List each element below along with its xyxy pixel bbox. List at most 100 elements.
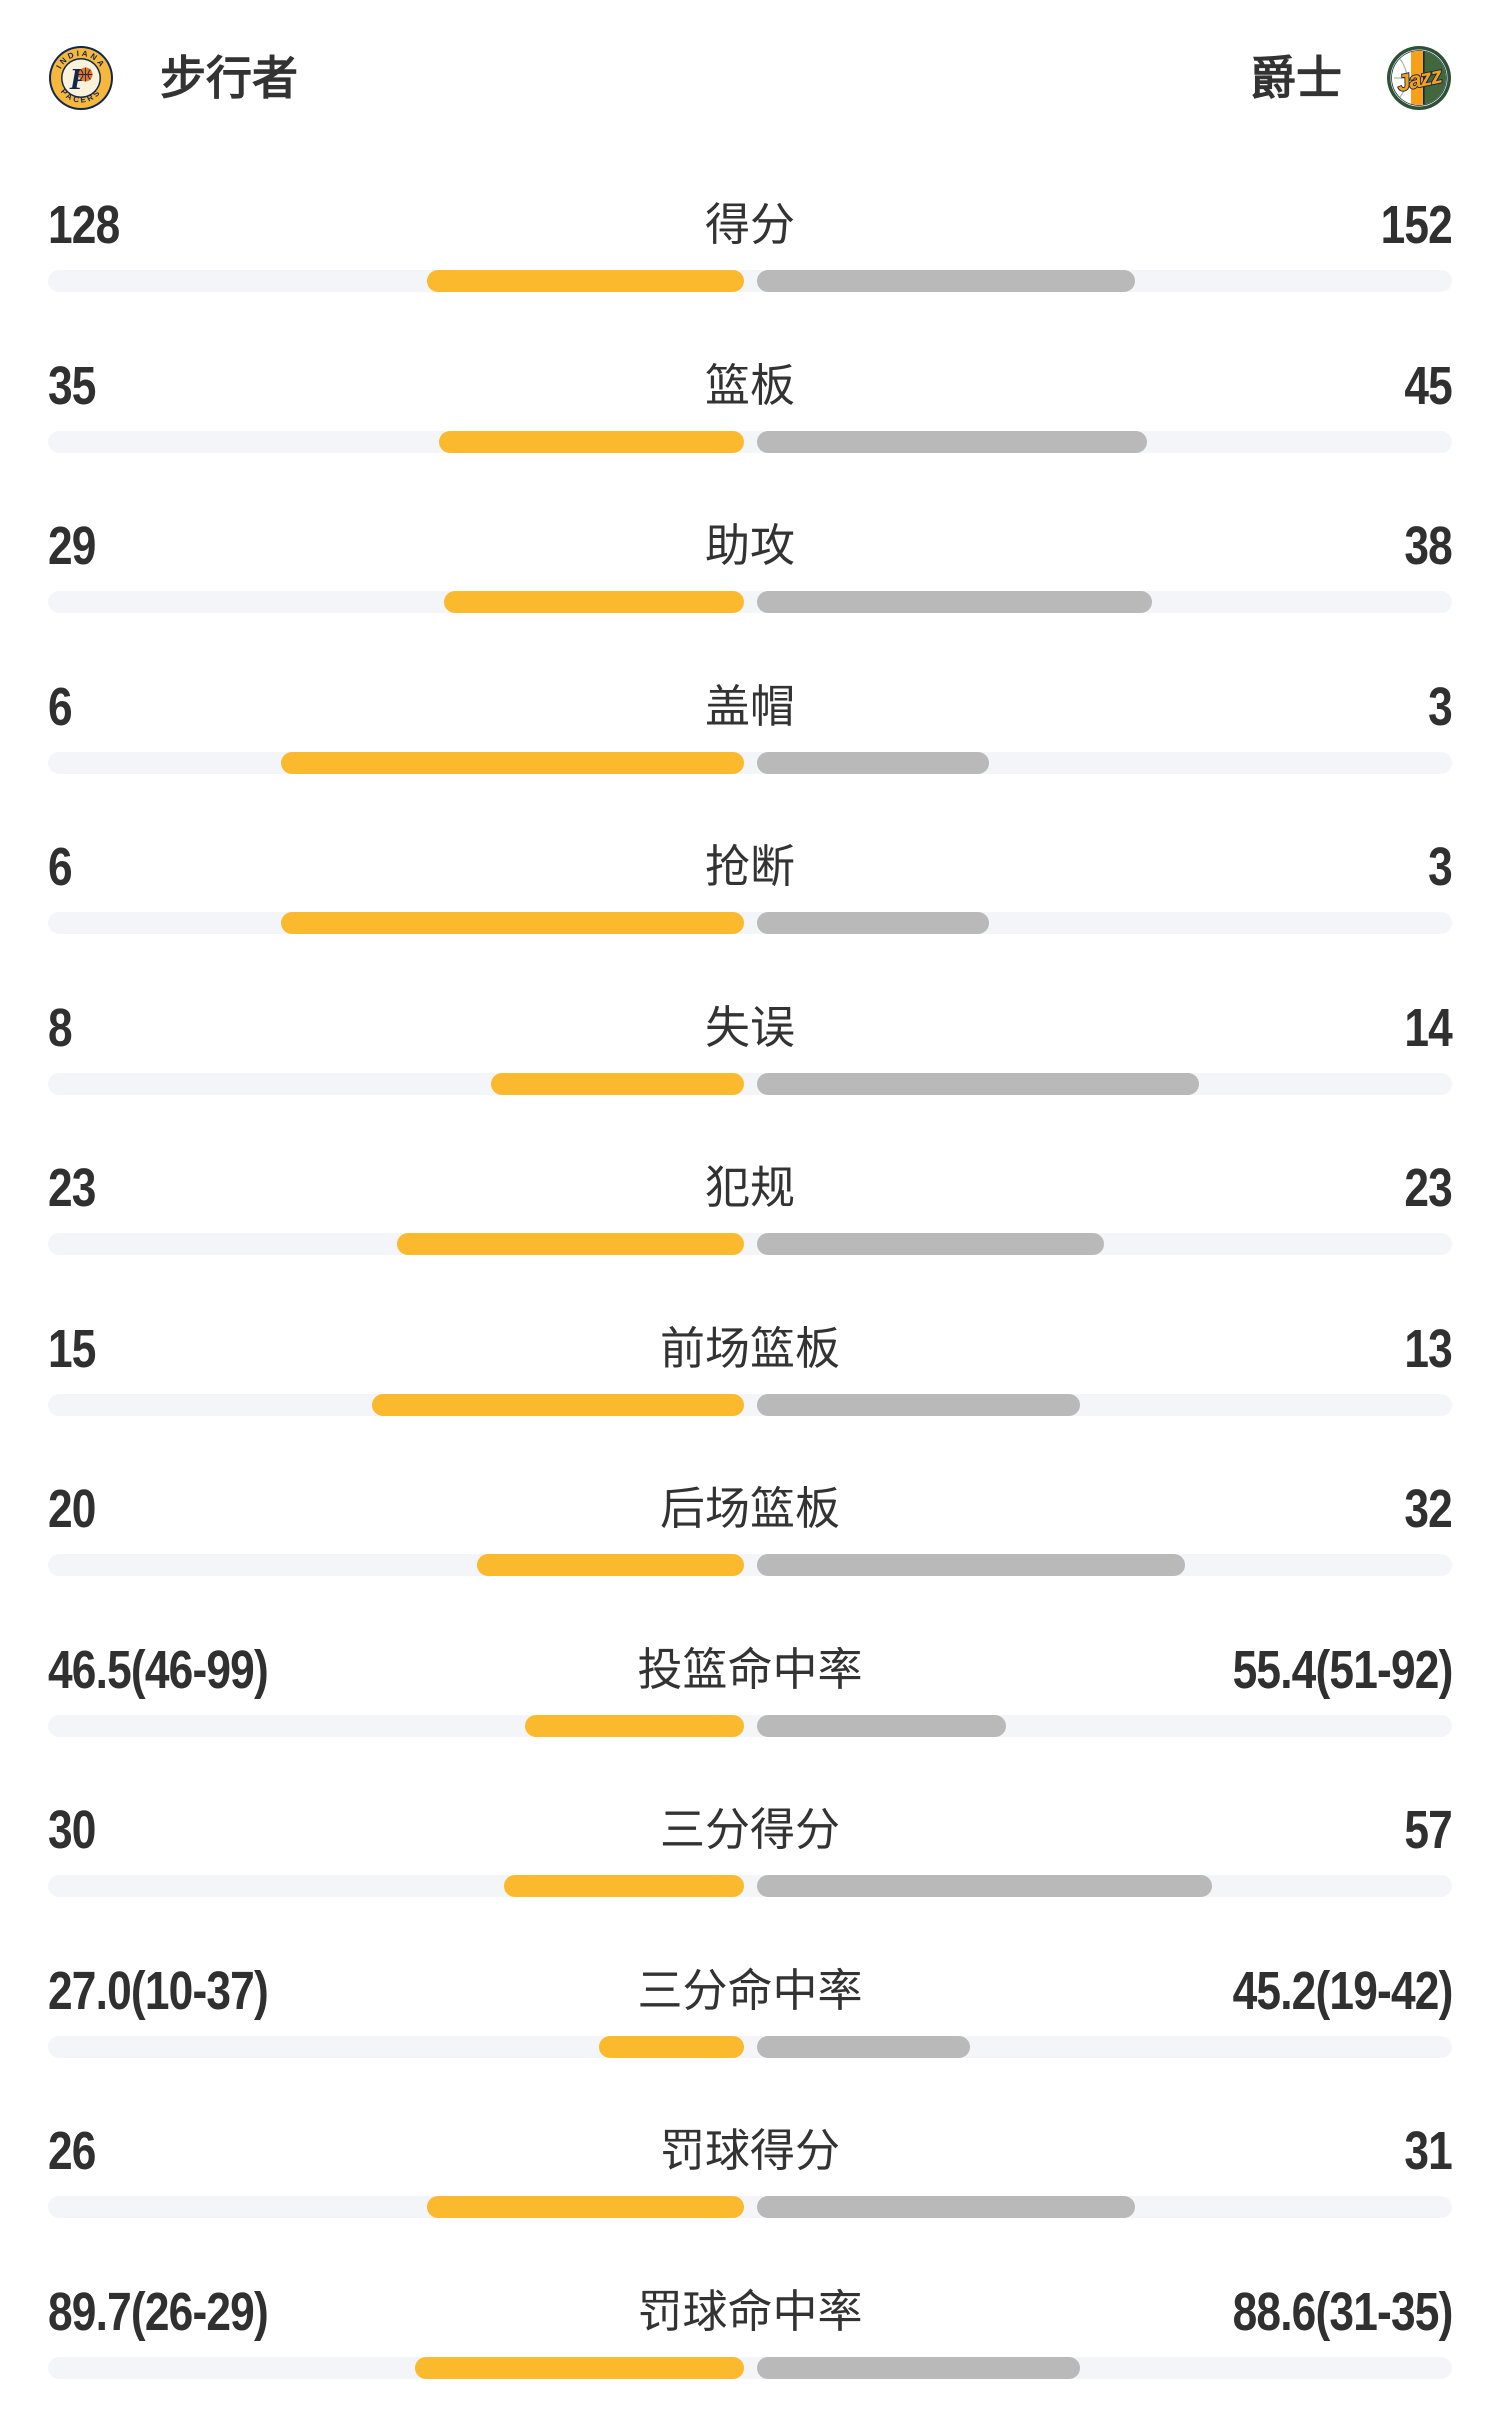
stat-bar-track bbox=[48, 2357, 1452, 2379]
stat-row: 20 后场篮板 32 bbox=[0, 1452, 1500, 1613]
right-team-value: 57 bbox=[950, 1795, 1452, 1865]
right-team-bar bbox=[757, 2036, 970, 2058]
left-team-value: 23 bbox=[48, 1153, 587, 1223]
team-right-name: 爵士 bbox=[1250, 45, 1342, 111]
right-team-bar bbox=[757, 431, 1147, 453]
stat-bar-track bbox=[48, 270, 1452, 292]
stat-row: 29 助攻 38 bbox=[0, 489, 1500, 650]
left-team-value: 35 bbox=[48, 351, 587, 421]
right-team-bar bbox=[757, 1715, 1006, 1737]
left-team-value: 26 bbox=[48, 2116, 550, 2186]
right-team-value: 3 bbox=[913, 832, 1452, 902]
stat-text: 30 三分得分 57 bbox=[0, 1795, 1500, 1865]
right-team-value: 55.4(51-92) bbox=[969, 1635, 1452, 1705]
right-team-value: 3 bbox=[913, 672, 1452, 742]
jazz-logo: Jazz bbox=[1386, 45, 1452, 111]
stat-label: 后场篮板 bbox=[660, 1474, 840, 1544]
left-team-value: 30 bbox=[48, 1795, 550, 1865]
right-team-bar bbox=[757, 2196, 1135, 2218]
stat-text: 8 失误 14 bbox=[0, 993, 1500, 1063]
stats-list: 128 得分 152 35 篮板 45 29 助攻 38 bbox=[0, 168, 1500, 2415]
stat-label: 抢断 bbox=[705, 832, 795, 902]
stat-label: 盖帽 bbox=[705, 672, 795, 742]
stat-bar-track bbox=[48, 1554, 1452, 1576]
stat-label: 助攻 bbox=[705, 511, 795, 581]
right-team-value: 13 bbox=[950, 1314, 1452, 1384]
stat-text: 15 前场篮板 13 bbox=[0, 1314, 1500, 1384]
left-team-bar bbox=[281, 752, 744, 774]
left-team-bar bbox=[599, 2036, 744, 2058]
left-team-bar bbox=[504, 1875, 744, 1897]
stat-bar-track bbox=[48, 1233, 1452, 1255]
pacers-logo: INDIANA PACERS P bbox=[48, 45, 114, 111]
left-team-value: 27.0(10-37) bbox=[48, 1956, 531, 2026]
left-team-bar bbox=[525, 1715, 744, 1737]
stat-row: 89.7(26-29) 罚球命中率 88.6(31-35) bbox=[0, 2255, 1500, 2415]
right-team-bar bbox=[757, 2357, 1080, 2379]
right-team-value: 32 bbox=[950, 1474, 1452, 1544]
stat-bar-track bbox=[48, 912, 1452, 934]
stat-row: 15 前场篮板 13 bbox=[0, 1292, 1500, 1453]
stat-label: 罚球命中率 bbox=[637, 2277, 862, 2347]
right-team-value: 31 bbox=[950, 2116, 1452, 2186]
right-team-bar bbox=[757, 752, 989, 774]
stat-label: 犯规 bbox=[705, 1153, 795, 1223]
stat-text: 23 犯规 23 bbox=[0, 1153, 1500, 1223]
right-team-bar bbox=[757, 591, 1152, 613]
left-team-bar bbox=[415, 2357, 744, 2379]
right-team-bar bbox=[757, 270, 1135, 292]
right-team-bar bbox=[757, 912, 989, 934]
stat-row: 6 抢断 3 bbox=[0, 810, 1500, 971]
left-team-bar bbox=[427, 2196, 744, 2218]
right-team-value: 88.6(31-35) bbox=[969, 2277, 1452, 2347]
stat-label: 篮板 bbox=[705, 351, 795, 421]
left-team-bar bbox=[427, 270, 744, 292]
stat-label: 失误 bbox=[705, 993, 795, 1063]
stat-text: 6 抢断 3 bbox=[0, 832, 1500, 902]
stat-text: 35 篮板 45 bbox=[0, 351, 1500, 421]
stat-bar-track bbox=[48, 1394, 1452, 1416]
right-team-bar bbox=[757, 1554, 1185, 1576]
stat-text: 46.5(46-99) 投篮命中率 55.4(51-92) bbox=[0, 1635, 1500, 1705]
stat-row: 46.5(46-99) 投篮命中率 55.4(51-92) bbox=[0, 1613, 1500, 1774]
stat-bar-track bbox=[48, 2196, 1452, 2218]
left-team-value: 8 bbox=[48, 993, 587, 1063]
left-team-bar bbox=[477, 1554, 744, 1576]
stat-label: 前场篮板 bbox=[660, 1314, 840, 1384]
stat-row: 8 失误 14 bbox=[0, 971, 1500, 1132]
stat-bar-track bbox=[48, 1875, 1452, 1897]
stat-row: 6 盖帽 3 bbox=[0, 650, 1500, 811]
right-team-bar bbox=[757, 1073, 1199, 1095]
left-team-bar bbox=[281, 912, 744, 934]
right-team-value: 23 bbox=[913, 1153, 1452, 1223]
right-team-bar bbox=[757, 1394, 1080, 1416]
stat-bar-track bbox=[48, 591, 1452, 613]
stat-label: 投篮命中率 bbox=[637, 1635, 862, 1705]
right-team-value: 45.2(19-42) bbox=[969, 1956, 1452, 2026]
right-team-value: 14 bbox=[913, 993, 1452, 1063]
left-team-value: 15 bbox=[48, 1314, 550, 1384]
stat-row: 35 篮板 45 bbox=[0, 329, 1500, 490]
header: INDIANA PACERS P 步行者 爵士 bbox=[0, 0, 1500, 111]
stat-row: 27.0(10-37) 三分命中率 45.2(19-42) bbox=[0, 1934, 1500, 2095]
stat-text: 128 得分 152 bbox=[0, 190, 1500, 260]
team-right: 爵士 bbox=[1250, 45, 1452, 111]
left-team-value: 6 bbox=[48, 672, 587, 742]
stat-text: 29 助攻 38 bbox=[0, 511, 1500, 581]
stat-label: 三分得分 bbox=[660, 1795, 840, 1865]
left-team-value: 89.7(26-29) bbox=[48, 2277, 531, 2347]
left-team-value: 128 bbox=[48, 190, 587, 260]
left-team-value: 6 bbox=[48, 832, 587, 902]
right-team-value: 38 bbox=[913, 511, 1452, 581]
left-team-bar bbox=[372, 1394, 744, 1416]
right-team-value: 45 bbox=[913, 351, 1452, 421]
left-team-value: 20 bbox=[48, 1474, 550, 1544]
right-team-bar bbox=[757, 1233, 1104, 1255]
stat-text: 6 盖帽 3 bbox=[0, 672, 1500, 742]
right-team-value: 152 bbox=[913, 190, 1452, 260]
right-team-bar bbox=[757, 1875, 1212, 1897]
left-team-value: 29 bbox=[48, 511, 587, 581]
left-team-bar bbox=[397, 1233, 744, 1255]
stat-bar-track bbox=[48, 1073, 1452, 1095]
left-team-bar bbox=[444, 591, 744, 613]
